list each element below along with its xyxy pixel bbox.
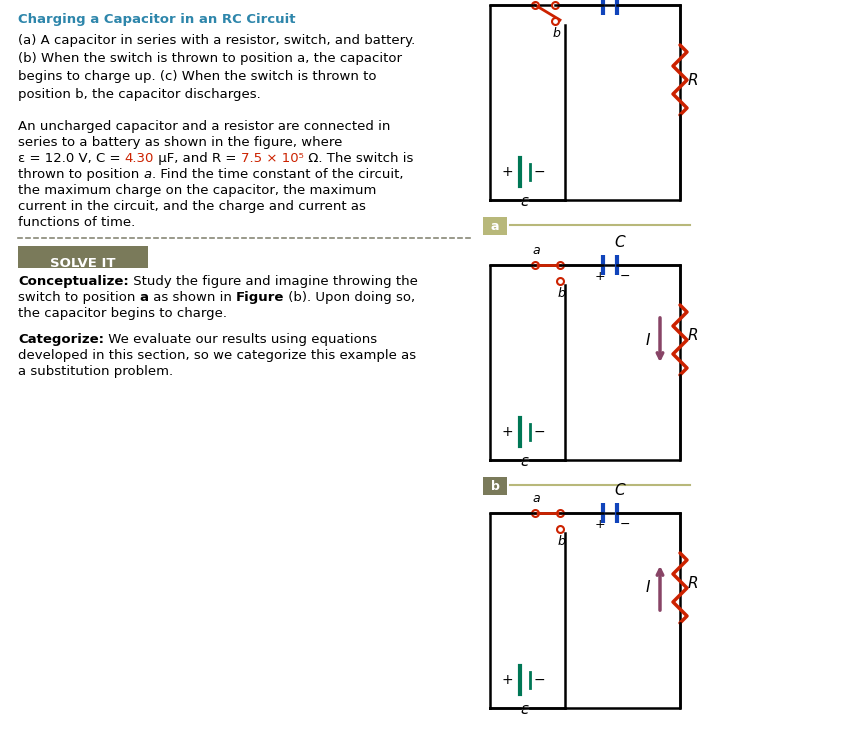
Text: +: + [595,270,605,283]
Text: −: − [532,425,544,439]
Text: a substitution problem.: a substitution problem. [18,365,173,378]
Text: a: a [139,291,148,304]
Text: −: − [532,673,544,687]
Text: current in the circuit, and the charge and current as: current in the circuit, and the charge a… [18,200,365,213]
Text: ε: ε [520,194,529,209]
Text: a: a [531,492,539,505]
Text: developed in this section, so we categorize this example as: developed in this section, so we categor… [18,349,415,362]
Text: R: R [688,328,698,343]
Text: μF, and R =: μF, and R = [154,152,241,165]
Text: (b). Upon doing so,: (b). Upon doing so, [284,291,415,304]
Text: I: I [645,580,650,595]
Text: as shown in: as shown in [148,291,235,304]
Text: −: − [619,270,630,283]
Text: Figure: Figure [235,291,284,304]
Text: +: + [595,518,605,531]
Text: C: C [613,235,624,250]
Text: thrown to position: thrown to position [18,168,143,181]
Text: Charging a Capacitor in an RC Circuit: Charging a Capacitor in an RC Circuit [18,13,295,26]
Text: a: a [531,244,539,257]
Text: ε: ε [520,454,529,469]
Text: ε = 12.0 V, C =: ε = 12.0 V, C = [18,152,125,165]
FancyBboxPatch shape [483,217,507,235]
Text: a: a [143,168,152,181]
Text: a: a [490,219,499,233]
Text: We evaluate our results using equations: We evaluate our results using equations [104,333,377,346]
Text: b: b [557,287,566,300]
Text: −: − [619,518,630,531]
Text: Study the figure and imagine throwing the: Study the figure and imagine throwing th… [129,275,417,288]
Text: ε: ε [520,702,529,717]
Text: An uncharged capacitor and a resistor are connected in: An uncharged capacitor and a resistor ar… [18,120,390,133]
FancyBboxPatch shape [18,246,148,268]
Text: b: b [490,479,499,492]
Text: 7.5 × 10⁵: 7.5 × 10⁵ [241,152,304,165]
Text: (a) A capacitor in series with a resistor, switch, and battery.
(b) When the swi: (a) A capacitor in series with a resisto… [18,34,415,101]
Text: functions of time.: functions of time. [18,216,135,229]
Text: b: b [557,535,566,548]
Text: C: C [613,483,624,498]
Text: 4.30: 4.30 [125,152,154,165]
Text: Categorize:: Categorize: [18,333,104,346]
Text: R: R [688,575,698,590]
Text: Conceptualize:: Conceptualize: [18,275,129,288]
Text: R: R [688,73,698,88]
Text: +: + [501,165,512,179]
Text: b: b [553,27,560,40]
Text: the capacitor begins to charge.: the capacitor begins to charge. [18,307,227,320]
Text: the maximum charge on the capacitor, the maximum: the maximum charge on the capacitor, the… [18,184,376,197]
Text: +: + [501,673,512,687]
Text: +: + [501,425,512,439]
Text: . Find the time constant of the circuit,: . Find the time constant of the circuit, [152,168,403,181]
Text: switch to position: switch to position [18,291,139,304]
Text: I: I [645,333,650,348]
FancyBboxPatch shape [483,477,507,495]
Text: −: − [532,165,544,179]
Text: series to a battery as shown in the figure, where: series to a battery as shown in the figu… [18,136,342,149]
Text: SOLVE IT: SOLVE IT [50,257,116,270]
Text: Ω. The switch is: Ω. The switch is [304,152,413,165]
